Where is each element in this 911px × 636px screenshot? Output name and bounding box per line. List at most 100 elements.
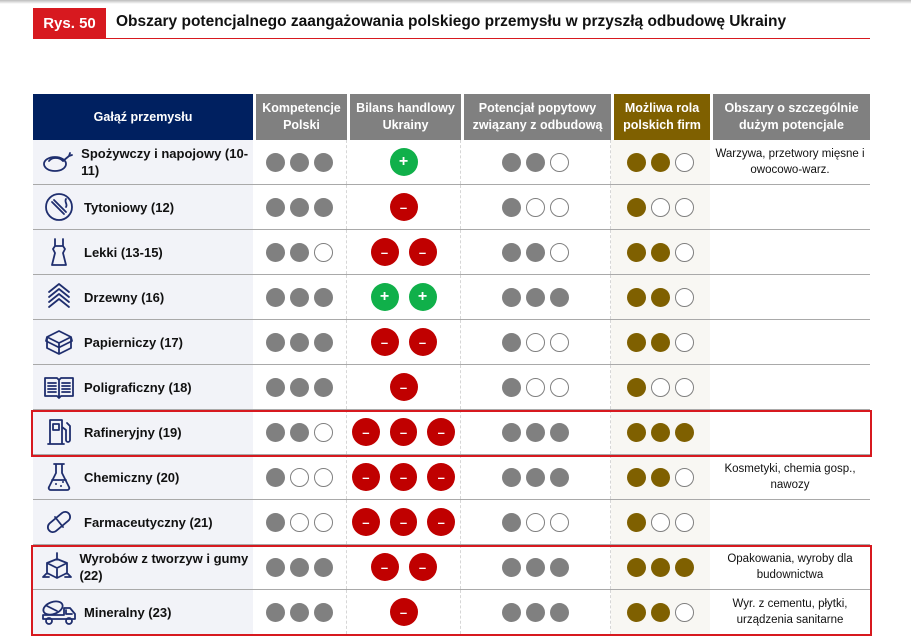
minus-icon: –: [408, 328, 437, 356]
minus-icon: –: [427, 508, 456, 536]
filled-dot: [266, 602, 285, 622]
areas-cell: Wyr. z cementu, płytki, urządzenia sanit…: [710, 590, 870, 634]
filled-dot: [290, 287, 309, 307]
trade-balance-rating: – – –: [347, 410, 461, 454]
filled-dot: [314, 332, 333, 352]
filled-dot: [314, 557, 333, 577]
empty-dot: [675, 287, 694, 307]
empty-dot: [651, 377, 670, 397]
empty-dot: [550, 242, 569, 262]
demand-potential-rating: [461, 410, 611, 454]
demand-potential-rating: [461, 590, 611, 634]
empty-dot: [314, 512, 333, 532]
empty-dot: [675, 332, 694, 352]
table-row: Chemiczny (20) – – – Kosmetyki, chemia gosp.…: [33, 455, 870, 500]
filled-dot: [526, 242, 545, 262]
polish-role-rating: [611, 365, 710, 409]
filled-dot: [550, 422, 569, 442]
empty-dot: [550, 332, 569, 352]
competence-rating: [253, 140, 347, 184]
chicken-icon: [39, 148, 76, 176]
branch-label: Chemiczny (20): [84, 469, 180, 485]
empty-dot: [675, 602, 694, 622]
minus-icon: –: [389, 463, 418, 491]
filled-dot: [627, 152, 646, 172]
header-areas: Obszary o szczególnie dużym potencjale: [713, 94, 870, 140]
demand-potential-rating: [461, 500, 611, 544]
polish-role-rating: [611, 275, 710, 319]
filled-dot: [526, 152, 545, 172]
filled-dot: [526, 422, 545, 442]
table-row: Tytoniowy (12) –: [33, 185, 870, 230]
competence-rating: [253, 500, 347, 544]
filled-dot: [266, 242, 285, 262]
filled-dot: [266, 512, 285, 532]
trade-balance-rating: – – –: [347, 500, 461, 544]
filled-dot: [627, 467, 646, 487]
branch-label: Papierniczy (17): [84, 334, 183, 350]
polish-role-rating: [611, 455, 710, 499]
empty-dot: [290, 512, 309, 532]
empty-dot: [314, 422, 333, 442]
branch-cell: Farmaceutyczny (21): [33, 500, 253, 544]
filled-dot: [502, 512, 521, 532]
branch-label: Wyrobów z tworzyw i gumy (22): [79, 551, 249, 583]
filled-dot: [266, 197, 285, 217]
trade-balance-rating: + +: [347, 275, 461, 319]
top-shadow: [0, 0, 911, 4]
empty-dot: [550, 152, 569, 172]
filled-dot: [290, 602, 309, 622]
empty-dot: [651, 197, 670, 217]
filled-dot: [502, 287, 521, 307]
empty-dot: [675, 242, 694, 262]
competence-rating: [253, 455, 347, 499]
filled-dot: [314, 197, 333, 217]
branch-cell: Spożywczy i napojowy (10-11): [33, 140, 253, 184]
empty-dot: [526, 332, 545, 352]
branch-cell: Lekki (13-15): [33, 230, 253, 274]
filled-dot: [266, 422, 285, 442]
filled-dot: [502, 557, 521, 577]
table-row: Papierniczy (17) – –: [33, 320, 870, 365]
empty-dot: [675, 152, 694, 172]
filled-dot: [502, 242, 521, 262]
areas-note: Wyr. z cementu, płytki, urządzenia sanit…: [732, 598, 848, 626]
polish-role-rating: [611, 500, 710, 544]
areas-cell: Warzywa, przetwory mięsne i owocowo-warz…: [710, 140, 870, 184]
demand-potential-rating: [461, 365, 611, 409]
empty-dot: [526, 512, 545, 532]
table-row: Rafineryjny (19) – – –: [33, 410, 870, 455]
branch-label: Drzewny (16): [84, 289, 165, 305]
polish-role-rating: [611, 185, 710, 229]
empty-dot: [675, 377, 694, 397]
filled-dot: [502, 602, 521, 622]
areas-cell: [710, 365, 870, 409]
filled-dot: [627, 422, 646, 442]
empty-dot: [290, 467, 309, 487]
header-branch: Gałąź przemysłu: [33, 94, 253, 140]
minus-icon: –: [427, 463, 456, 491]
wood-layers-icon: [39, 282, 79, 312]
filled-dot: [266, 152, 285, 172]
minus-icon: –: [370, 238, 399, 266]
areas-cell: [710, 320, 870, 364]
areas-note: Warzywa, przetwory mięsne i owocowo-warz…: [715, 148, 865, 176]
filled-dot: [502, 467, 521, 487]
competence-rating: [253, 590, 347, 634]
filled-dot: [651, 332, 670, 352]
filled-dot: [627, 377, 646, 397]
filled-dot: [526, 602, 545, 622]
filled-dot: [266, 467, 285, 487]
minus-icon: –: [352, 463, 380, 491]
box-icon: [39, 328, 79, 356]
minus-icon: –: [408, 553, 437, 581]
minus-icon: –: [370, 553, 399, 581]
competence-rating: [253, 410, 347, 454]
filled-dot: [290, 242, 309, 262]
branch-label: Lekki (13-15): [84, 244, 163, 260]
empty-dot: [550, 377, 569, 397]
table-row: Farmaceutyczny (21) – – –: [33, 500, 870, 545]
filled-dot: [502, 152, 521, 172]
table-row: Spożywczy i napojowy (10-11) + Warzywa, pr…: [33, 140, 870, 185]
filled-dot: [314, 602, 333, 622]
